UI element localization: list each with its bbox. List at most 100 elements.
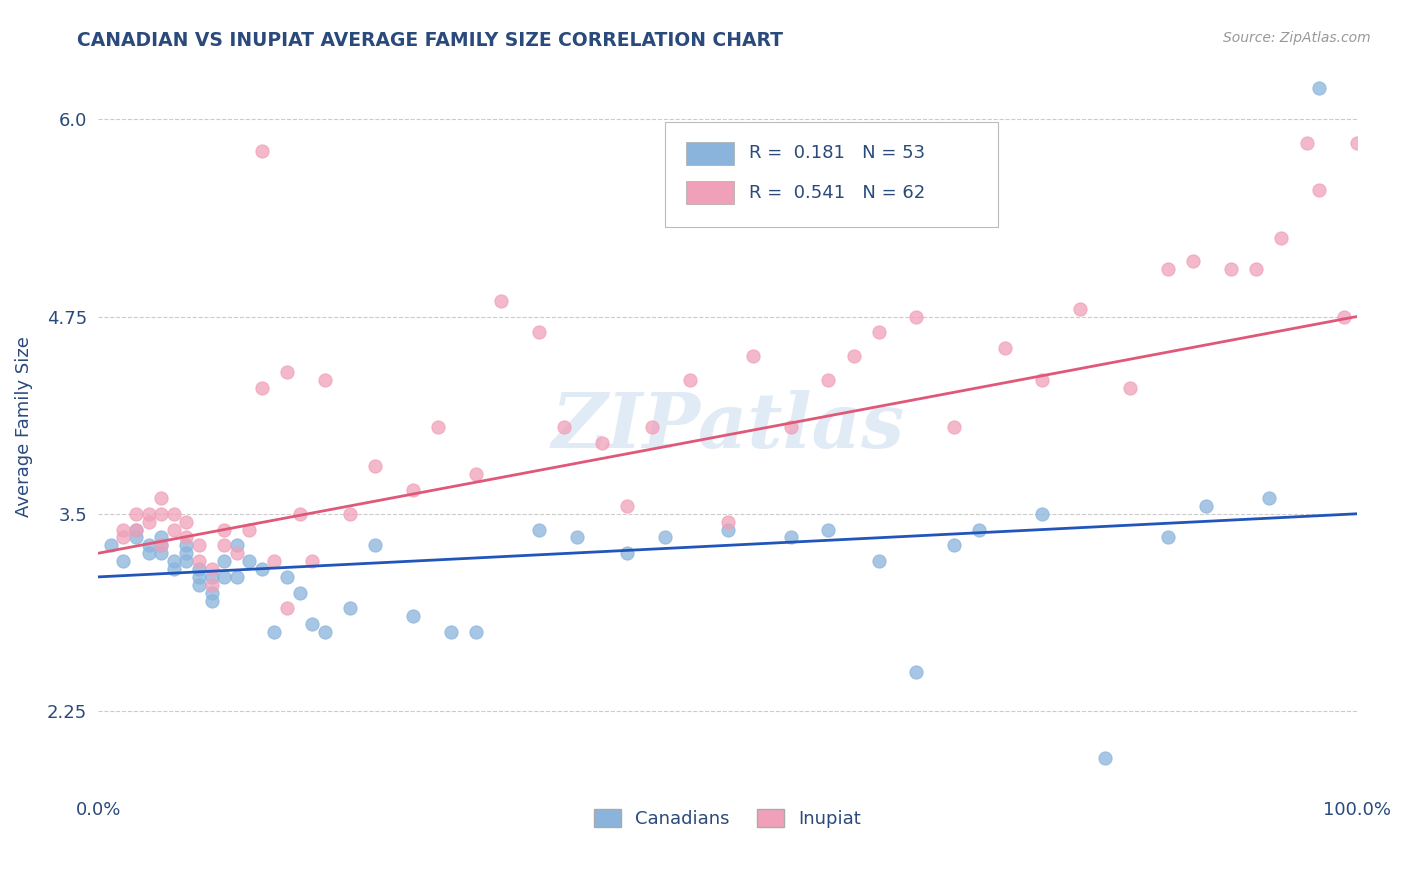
Point: [527, 326, 550, 340]
Point: [440, 625, 463, 640]
Point: [1246, 262, 1268, 277]
Point: [905, 665, 928, 679]
Point: [993, 341, 1015, 355]
Point: [527, 523, 550, 537]
Point: [339, 601, 361, 615]
Point: [1220, 262, 1243, 277]
Point: [238, 523, 260, 537]
Point: [188, 562, 211, 576]
Point: [163, 562, 186, 576]
Point: [163, 507, 186, 521]
Text: CANADIAN VS INUPIAT AVERAGE FAMILY SIZE CORRELATION CHART: CANADIAN VS INUPIAT AVERAGE FAMILY SIZE …: [77, 31, 783, 50]
Point: [188, 578, 211, 592]
Point: [427, 420, 450, 434]
Point: [1182, 254, 1205, 268]
Point: [150, 538, 173, 552]
Point: [817, 373, 839, 387]
Legend: Canadians, Inupiat: Canadians, Inupiat: [586, 802, 869, 835]
Bar: [686, 181, 734, 204]
Point: [250, 144, 273, 158]
Point: [176, 515, 198, 529]
Point: [553, 420, 575, 434]
Point: [301, 554, 323, 568]
Point: [943, 420, 966, 434]
Point: [741, 349, 763, 363]
Point: [1346, 136, 1368, 150]
Point: [314, 625, 336, 640]
Point: [112, 523, 135, 537]
Point: [364, 459, 387, 474]
Point: [301, 617, 323, 632]
Point: [402, 483, 425, 497]
Point: [138, 538, 160, 552]
Point: [868, 554, 890, 568]
Point: [1031, 507, 1053, 521]
Point: [225, 570, 247, 584]
Point: [641, 420, 664, 434]
Point: [464, 625, 486, 640]
Point: [817, 523, 839, 537]
Point: [138, 546, 160, 560]
Point: [188, 538, 211, 552]
Point: [138, 515, 160, 529]
Point: [250, 562, 273, 576]
Point: [112, 531, 135, 545]
Point: [176, 554, 198, 568]
Point: [200, 585, 222, 599]
Point: [200, 578, 222, 592]
Point: [591, 435, 613, 450]
Point: [717, 523, 740, 537]
Point: [339, 507, 361, 521]
Point: [616, 546, 638, 560]
Point: [150, 538, 173, 552]
Point: [654, 531, 676, 545]
Point: [1031, 373, 1053, 387]
Point: [969, 523, 991, 537]
Point: [212, 523, 235, 537]
Point: [176, 531, 198, 545]
Point: [225, 546, 247, 560]
Point: [1295, 136, 1317, 150]
Point: [464, 467, 486, 482]
Point: [100, 538, 122, 552]
Bar: [686, 142, 734, 165]
Point: [263, 625, 285, 640]
Point: [200, 562, 222, 576]
Point: [212, 538, 235, 552]
Point: [565, 531, 588, 545]
Point: [138, 507, 160, 521]
Point: [1069, 301, 1091, 316]
Point: [150, 507, 173, 521]
Point: [1119, 380, 1142, 394]
Point: [125, 523, 148, 537]
Point: [163, 554, 186, 568]
Point: [200, 570, 222, 584]
Point: [1094, 751, 1116, 765]
Point: [212, 570, 235, 584]
Point: [489, 293, 512, 308]
Point: [125, 523, 148, 537]
Point: [1157, 531, 1180, 545]
Text: ZIPatlas: ZIPatlas: [551, 390, 904, 464]
Point: [125, 507, 148, 521]
Point: [1257, 491, 1279, 505]
Point: [679, 373, 702, 387]
Text: Source: ZipAtlas.com: Source: ZipAtlas.com: [1223, 31, 1371, 45]
Point: [943, 538, 966, 552]
Point: [212, 554, 235, 568]
Point: [402, 609, 425, 624]
Point: [188, 554, 211, 568]
Point: [276, 570, 298, 584]
Point: [150, 531, 173, 545]
Point: [779, 420, 801, 434]
Point: [176, 538, 198, 552]
FancyBboxPatch shape: [665, 122, 998, 227]
Point: [1195, 499, 1218, 513]
Point: [112, 554, 135, 568]
Point: [779, 531, 801, 545]
Point: [364, 538, 387, 552]
Point: [1333, 310, 1355, 324]
Point: [868, 326, 890, 340]
Point: [1270, 230, 1292, 244]
Point: [905, 310, 928, 324]
